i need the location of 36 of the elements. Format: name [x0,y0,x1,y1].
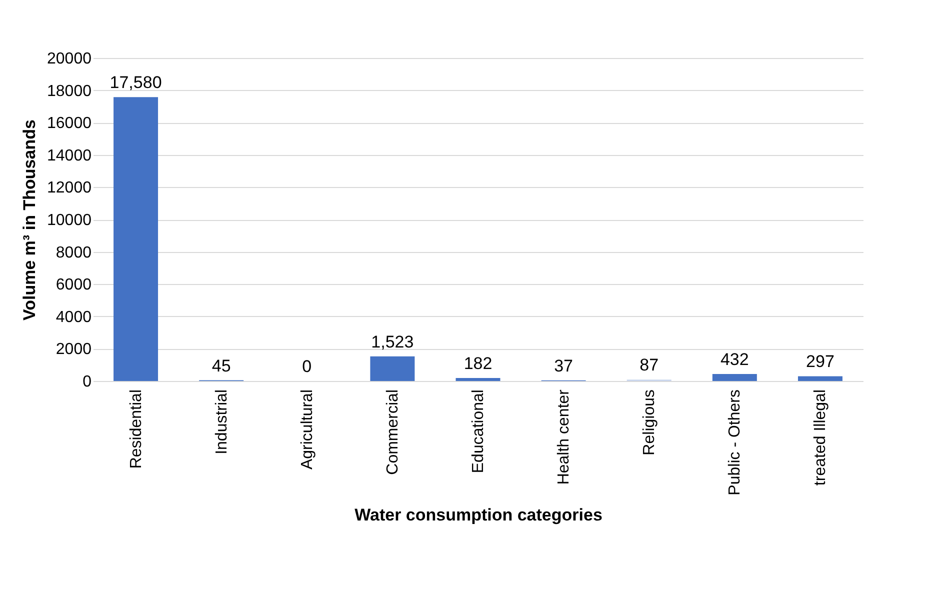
y-axis-title: Volume m³ in Thousands [20,120,40,320]
x-tick-label: treated Illegal [812,390,830,486]
y-tick-label: 10000 [47,212,92,229]
data-label: 0 [302,357,312,376]
data-label: 297 [806,352,834,372]
bar [370,356,415,381]
data-label: 432 [720,350,749,370]
y-tick-label: 8000 [56,244,92,262]
data-label: 17,580 [110,73,162,92]
x-axis-title: Water consumption categories [354,505,602,524]
x-tick-label: Residential [128,390,145,469]
bar [712,374,757,381]
data-label: 1,523 [371,332,414,352]
y-tick-label: 12000 [47,180,92,197]
bar [798,376,842,381]
x-tick-label: Religious [641,390,658,456]
x-tick-label: Health center [556,388,573,485]
x-tick-label: Commercial [384,390,402,475]
data-label: 182 [464,354,492,374]
x-tick-label: Educational [470,390,487,474]
bar [114,97,158,381]
data-label: 87 [640,356,659,375]
y-tick-label: 18000 [47,82,92,100]
y-tick-label: 20000 [47,50,92,68]
data-label: 45 [212,356,231,376]
y-tick-label: 4000 [56,308,92,326]
y-tick-label: 2000 [56,341,92,358]
data-label: 37 [554,356,574,376]
x-tick-label: Public - Others [726,390,744,496]
x-tick-label: Industrial [213,390,230,454]
y-tick-label: 14000 [47,147,92,164]
y-tick-label: 16000 [47,115,92,132]
y-tick-label: 0 [82,374,92,390]
bar [456,378,500,381]
y-tick-label: 6000 [56,276,92,294]
x-tick-label: Agricultural [298,390,316,470]
